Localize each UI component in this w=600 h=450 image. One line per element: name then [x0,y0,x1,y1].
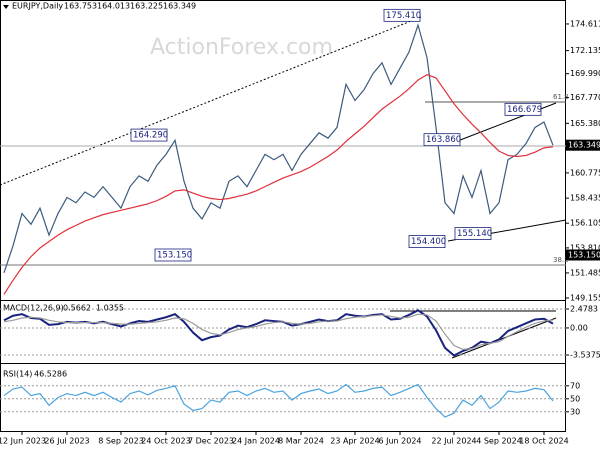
annotation-box [383,8,421,22]
y-tick-label: 165.380 [570,119,600,128]
header-value: 46.5286 [34,370,67,379]
series-line [3,313,554,350]
price-label: 153.150 [568,250,600,259]
header-value: 163.225 [130,2,163,11]
x-tick-label: 4 Sep 2024 [476,437,522,446]
y-tick-label: 174.611 [570,19,600,28]
plot-frame [0,0,566,432]
header-value: 163.349 [163,2,196,11]
series-line [3,74,554,295]
price-label-box [566,139,600,151]
y-tick-label: -3.5375 [570,351,600,360]
x-tick-label: 8 Sep 2023 [98,437,144,446]
y-tick-label: 2.4783 [570,304,598,313]
y-tick-label: 169.990 [570,69,600,78]
menu-triangle [3,5,9,9]
y-tick-label: 167.770 [570,93,600,102]
annotation-box [454,227,492,240]
x-tick-label: 18 Oct 2024 [519,437,568,446]
header-value: 0.5662 [63,304,91,313]
annotation-label: 155.140 [457,229,492,239]
x-tick-label: 24 Jan 2024 [232,437,280,446]
x-tick-label: 7 Dec 2023 [188,437,234,446]
watermark: ActionForex.com [150,35,333,60]
annotation-label: 175.410 [386,11,421,21]
annotation-label: 153.150 [157,250,192,260]
annotation-box [130,128,168,142]
y-tick-label: 0.00 [570,323,588,332]
header-value: 1.0355 [96,304,124,313]
annotation-label: 164.290 [133,131,168,141]
annotation-label: 166.679 [507,105,542,115]
annotation-label: 163.860 [426,135,461,145]
y-tick-label: 158.435 [570,194,600,203]
panel-title: MACD(12,26,9) [3,304,64,313]
panel-title: EURJPY,Daily [12,2,63,11]
y-tick-label: 70 [570,381,580,390]
fib-label: 61.8 [553,93,569,101]
annotation-box [423,133,461,147]
y-tick-label: 160.775 [570,168,600,177]
x-tick-label: 8 Mar 2024 [278,437,324,446]
header-value: 163.753 [64,2,97,11]
y-tick-label: 50 [570,394,580,403]
trendline [0,16,422,186]
price-label: 163.349 [568,141,600,150]
annotation-box [408,235,446,248]
y-tick-label: 153.810 [570,243,600,252]
y-tick-label: 172.135 [570,46,600,55]
x-tick-label: 12 Jun 2023 [0,437,46,446]
fib-label: 38.2 [553,256,569,264]
x-tick-label: 6 Jun 2024 [378,437,421,446]
annotation-box [154,248,192,262]
header-value: 164.013 [97,2,130,11]
price-label-box [566,249,600,261]
trendline [451,317,557,359]
y-tick-label: 30 [570,407,580,416]
series-line [3,23,554,273]
series-line [3,383,554,418]
annotation-label: 154.400 [411,237,446,247]
annotation-box [504,102,542,116]
x-tick-label: 22 Jul 2024 [431,437,476,446]
x-tick-label: 26 Jul 2023 [44,437,89,446]
y-tick-label: 151.485 [570,268,600,277]
x-tick-label: 23 Apr 2024 [330,437,379,446]
x-tick-label: 24 Oct 2023 [141,437,190,446]
y-tick-label: 149.155 [570,294,600,303]
y-tick-label: 156.105 [570,219,600,228]
panel-title: RSI(14) [3,370,32,379]
